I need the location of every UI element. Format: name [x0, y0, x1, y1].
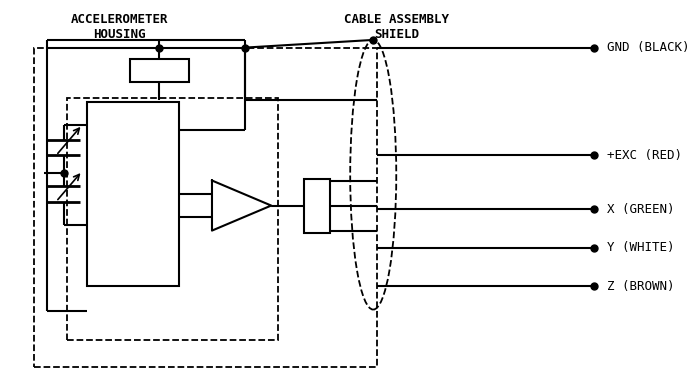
Text: GND (BLACK): GND (BLACK) — [607, 41, 690, 54]
Polygon shape — [212, 180, 271, 230]
Text: Z (BROWN): Z (BROWN) — [607, 280, 674, 293]
Text: Y (WHITE): Y (WHITE) — [607, 241, 674, 255]
Text: ACCELEROMETER
HOUSING: ACCELEROMETER HOUSING — [71, 13, 169, 41]
Text: X (GREEN): X (GREEN) — [607, 203, 674, 216]
FancyBboxPatch shape — [304, 178, 330, 232]
FancyBboxPatch shape — [87, 102, 179, 286]
Text: +EXC (RED): +EXC (RED) — [607, 149, 682, 162]
Text: CABLE ASSEMBLY
SHIELD: CABLE ASSEMBLY SHIELD — [344, 13, 449, 41]
FancyBboxPatch shape — [130, 59, 189, 82]
